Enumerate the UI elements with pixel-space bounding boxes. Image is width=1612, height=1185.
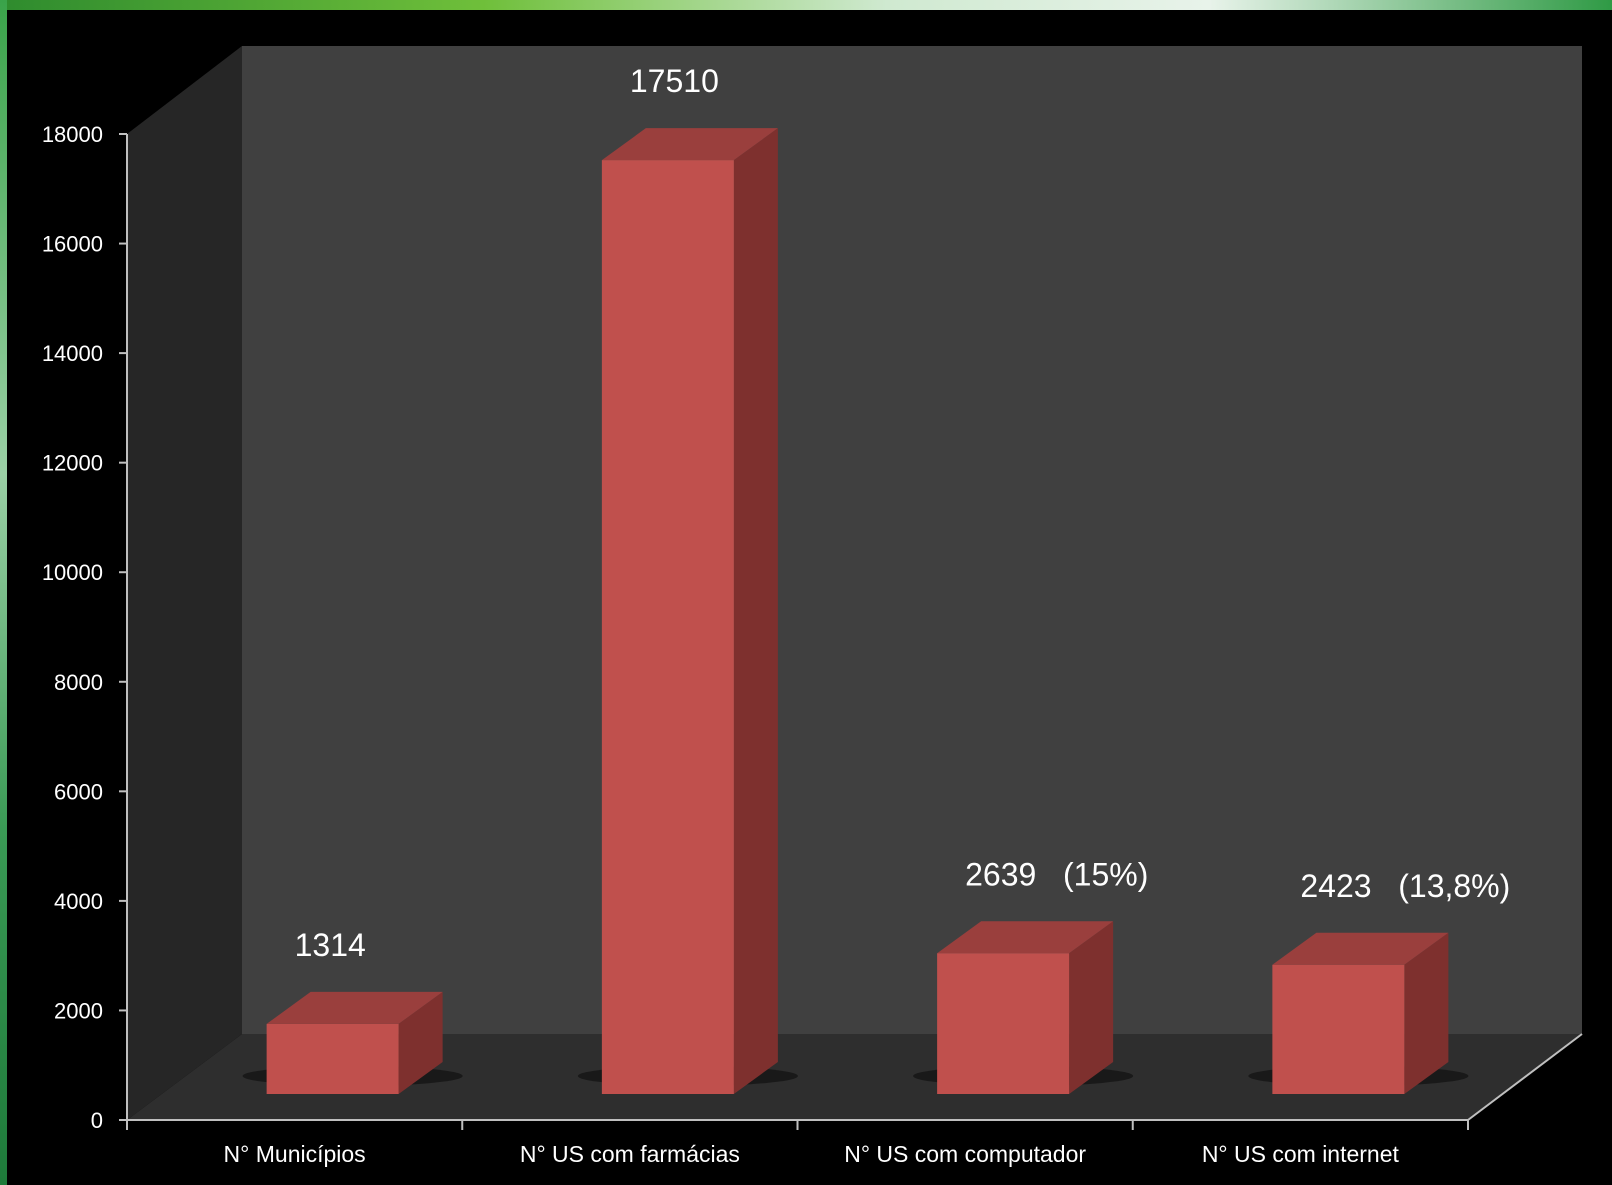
x-tick-label: N° Municípios	[224, 1141, 366, 1167]
data-label: 2423 (13,8%)	[1300, 868, 1510, 904]
y-tick-label: 6000	[54, 779, 103, 804]
x-tick-label: N° US com farmácias	[520, 1141, 740, 1167]
y-tick-label: 18000	[42, 122, 103, 147]
y-tick-label: 10000	[42, 560, 103, 585]
chart-bars	[242, 128, 1469, 1095]
bar	[266, 1023, 399, 1094]
floor	[127, 1034, 1582, 1120]
chart-labels: 0 2000 4000 6000 8000 10000 12000 14000 16000 180…	[42, 63, 1510, 1167]
data-label: 1314	[295, 927, 366, 963]
y-tick-label: 8000	[54, 670, 103, 695]
bar	[1272, 964, 1405, 1094]
y-tick-label: 12000	[42, 451, 103, 476]
bar-side	[1404, 932, 1449, 1094]
left-decorative-band	[0, 0, 7, 1185]
bar-top	[1272, 932, 1449, 965]
floor-edge-line	[1467, 1033, 1583, 1121]
bar-top	[266, 991, 443, 1024]
y-tick-label: 16000	[42, 232, 103, 257]
side-wall	[127, 46, 242, 1120]
bar	[601, 160, 734, 1095]
y-tick-label: 0	[91, 1108, 103, 1133]
bar	[937, 953, 1070, 1094]
bar-side	[398, 991, 443, 1094]
bar-side	[1069, 921, 1114, 1094]
bar-top	[601, 128, 778, 161]
data-label: 2639 (15%)	[965, 856, 1148, 892]
x-tick-label: N° US com computador	[844, 1141, 1086, 1167]
bar-top	[937, 921, 1114, 954]
top-decorative-band	[0, 0, 1612, 10]
y-tick-label: 2000	[54, 998, 103, 1023]
chart-axes	[119, 133, 1583, 1130]
y-tick-label: 14000	[42, 341, 103, 366]
chart-walls	[127, 46, 1582, 1120]
back-wall	[242, 46, 1582, 1034]
x-tick-label: N° US com internet	[1202, 1141, 1400, 1167]
data-label: 17510	[630, 63, 719, 99]
bar-side	[733, 128, 778, 1095]
y-tick-label: 4000	[54, 889, 103, 914]
